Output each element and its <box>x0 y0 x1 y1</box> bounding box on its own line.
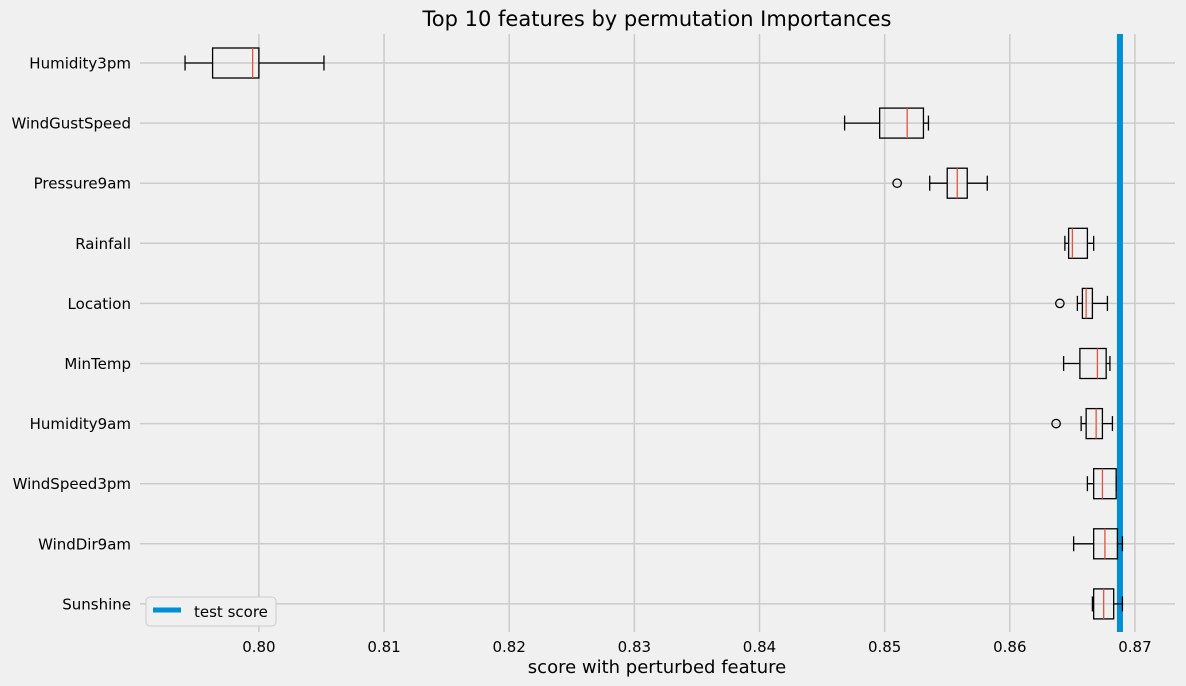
outlier-0 <box>892 178 903 189</box>
y-tick-label-5: MinTemp <box>64 355 131 373</box>
y-tick-label-4: Location <box>68 295 131 313</box>
iqr-box <box>1093 468 1117 500</box>
iqr-box <box>878 107 925 139</box>
y-tick-label-0: Humidity3pm <box>29 55 131 73</box>
y-tick-label-3: Rainfall <box>75 235 131 253</box>
y-tick-label-2: Pressure9am <box>34 175 131 193</box>
box-Pressure9am <box>892 167 988 199</box>
y-tick-label-6: Humidity9am <box>30 415 131 433</box>
box-WindGustSpeed <box>843 107 930 139</box>
legend-label-test-score: test score <box>194 603 268 621</box>
x-tick-label-6: 0.86 <box>993 638 1026 656</box>
x-tick-label-4: 0.84 <box>743 638 776 656</box>
legend-box <box>145 596 277 627</box>
box-Sunshine <box>1091 588 1124 620</box>
x-tick-label-7: 0.87 <box>1118 638 1151 656</box>
y-tick-label-8: WindDir9am <box>38 535 131 553</box>
y-tick-label-7: WindSpeed3pm <box>13 475 131 493</box>
y-tick-labels: Humidity3pm WindGustSpeed Pressure9am Rainf… <box>11 55 131 614</box>
y-tick-label-1: WindGustSpeed <box>11 115 131 133</box>
box-WindDir9am <box>1072 528 1124 560</box>
box-Location <box>1055 287 1109 320</box>
legend: test score <box>145 596 277 627</box>
box-WindSpeed3pm <box>1086 468 1117 500</box>
outlier-0 <box>1051 418 1061 429</box>
x-tick-label-5: 0.85 <box>868 638 901 656</box>
y-tick-label-9: Sunshine <box>62 595 131 613</box>
iqr-box <box>211 47 260 79</box>
x-tick-label-2: 0.82 <box>492 638 525 656</box>
iqr-box <box>1081 287 1094 320</box>
box-Humidity3pm <box>184 47 325 79</box>
box-Rainfall <box>1064 227 1095 259</box>
x-tick-label-1: 0.81 <box>367 638 400 656</box>
box-layer <box>184 47 1124 620</box>
iqr-box <box>1085 407 1104 440</box>
box-MinTemp <box>1062 347 1111 380</box>
grid-layer <box>140 34 1175 632</box>
outlier-0 <box>1055 298 1065 309</box>
chart-title: Top 10 features by permutation Importanc… <box>422 7 892 31</box>
x-tick-label-3: 0.83 <box>618 638 651 656</box>
x-axis-label: score with perturbed feature <box>528 657 786 678</box>
iqr-box <box>1079 347 1107 380</box>
iqr-box <box>1067 227 1089 259</box>
x-tick-label-0: 0.80 <box>242 638 275 656</box>
x-tick-labels: 0.80 0.81 0.82 0.83 0.84 0.85 0.86 0.87 <box>242 638 1151 656</box>
box-Humidity9am <box>1051 407 1114 440</box>
